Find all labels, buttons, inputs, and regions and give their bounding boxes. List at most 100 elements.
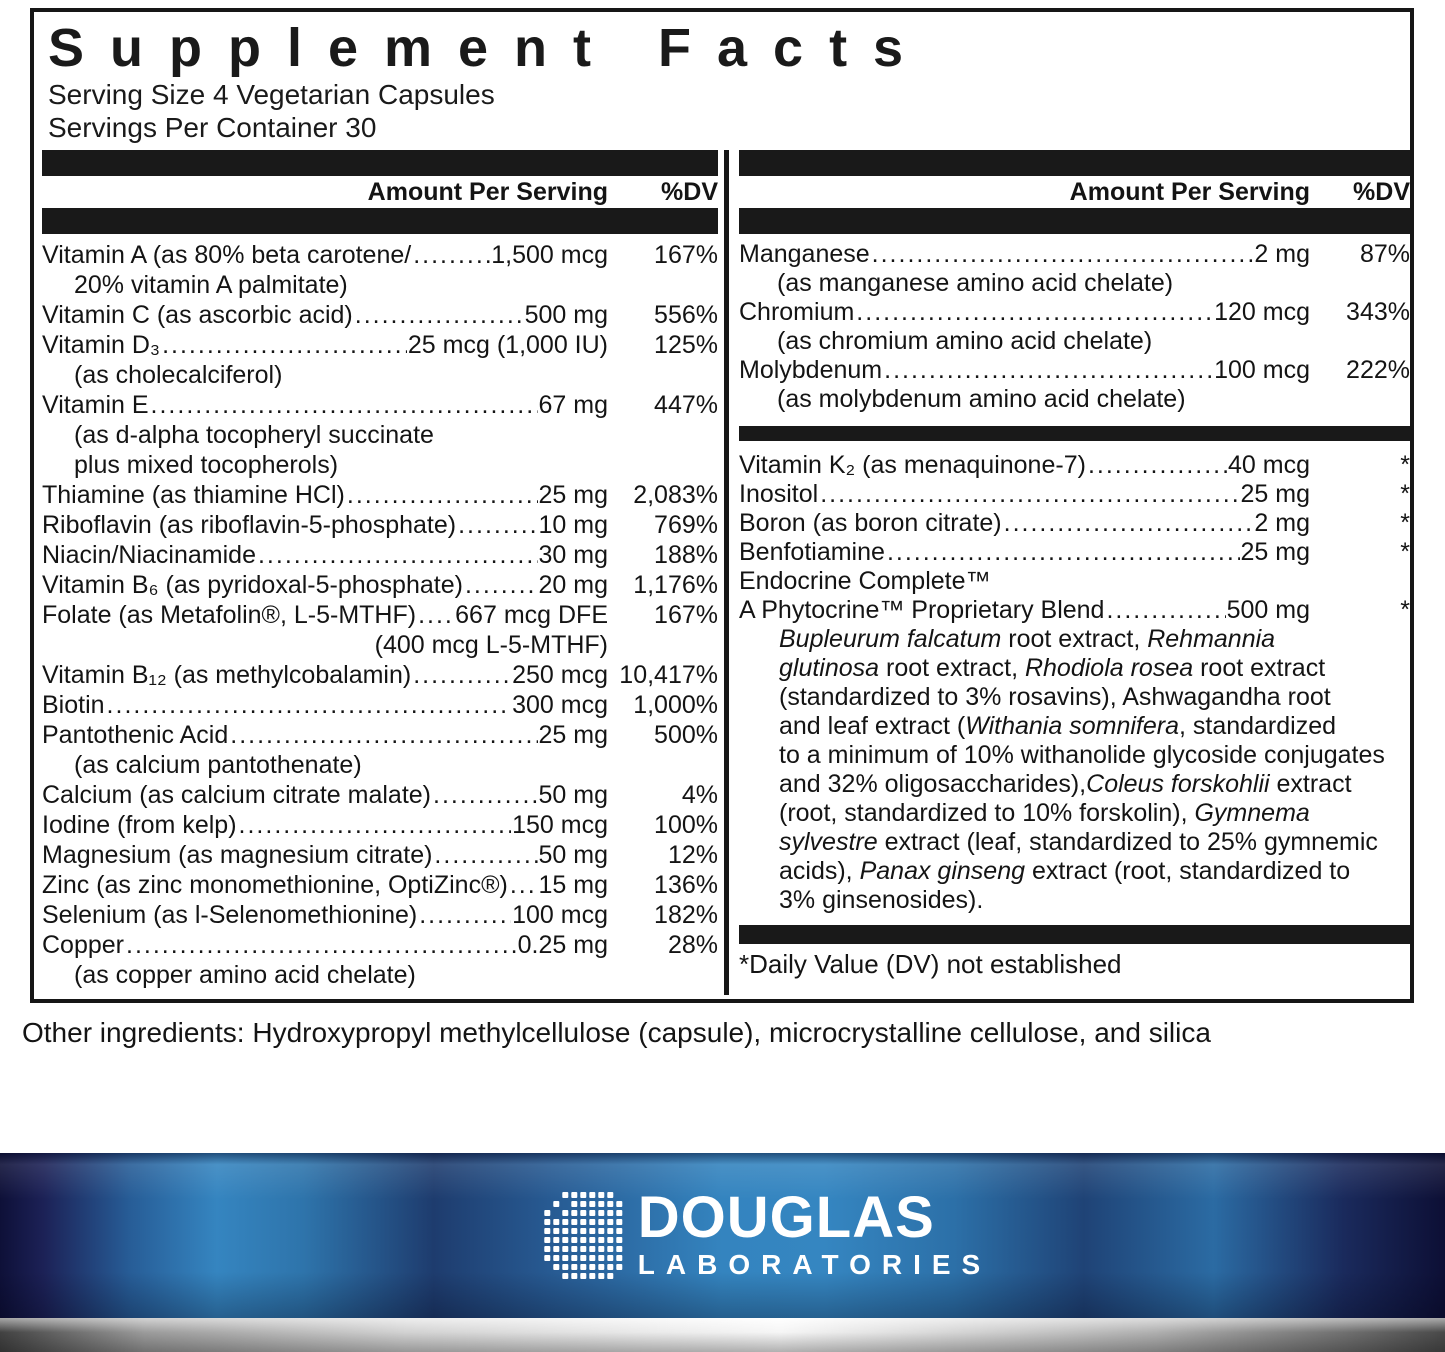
leader-dots: ........................................… (150, 391, 538, 419)
nutrient-dv: 12% (667, 841, 718, 869)
nutrient-amount: 100 mcg (512, 901, 608, 929)
botanical-name: glutinosa (779, 654, 880, 682)
brand-subtitle: LABORATORIES (637, 1248, 992, 1280)
nutrient-amount: 120 mcg (1214, 298, 1310, 326)
halftone-dot (588, 1228, 595, 1234)
halftone-dot (597, 1273, 604, 1279)
leader-dots: ........................................… (413, 241, 490, 269)
halftone-dot (579, 1237, 586, 1243)
halftone-dot (616, 1192, 622, 1198)
nutrient-subline: (as chromium amino acid chelate) (777, 327, 1153, 355)
nutrient-name: Endocrine Complete™ (739, 567, 991, 595)
nutrient-dv: 167% (654, 241, 718, 269)
nutrient-name: Selenium (as l-Selenomethionine) (42, 901, 418, 929)
nutrient-name: Vitamin E (42, 391, 149, 419)
nutrient-amount: 500 mg (1226, 596, 1310, 624)
left-column-header: Amount Per Serving %DV (42, 178, 718, 206)
amount-per-serving-header: Amount Per Serving (1069, 178, 1310, 206)
nutrient-amount: 67 mg (538, 391, 608, 419)
nutrient-row: Magnesium (as magnesium citrate)........… (42, 840, 718, 870)
right-column: Amount Per Serving %DV Manganese........… (739, 150, 1410, 979)
halftone-dot (561, 1273, 568, 1279)
nutrient-row: Molybdenum..............................… (739, 356, 1410, 385)
halftone-dot (615, 1210, 622, 1216)
halftone-dot (588, 1246, 595, 1252)
nutrient-dv: 28% (667, 931, 718, 959)
nutrient-amount: 25 mcg (1,000 IU) (407, 331, 608, 359)
nutrient-name: Calcium (as calcium citrate malate) (42, 781, 431, 809)
botanical-name: Panax ginseng (859, 857, 1025, 885)
halftone-dot (561, 1264, 568, 1270)
halftone-dot (561, 1246, 568, 1252)
halftone-dot (597, 1228, 604, 1234)
nutrient-name: Biotin (42, 691, 105, 719)
nutrient-subline: (as manganese amino acid chelate) (777, 269, 1174, 297)
brand-name: DOUGLAS (637, 1184, 935, 1250)
metallic-strip (0, 1318, 1445, 1352)
nutrient-name: Chromium (739, 298, 855, 326)
blend-text: , standardized (1178, 712, 1337, 740)
nutrient-row: Vitamin A (as 80% beta carotene/........… (42, 240, 718, 270)
leader-dots: ........................................… (413, 661, 512, 689)
halftone-dot (597, 1219, 604, 1225)
botanical-name: Coleus forskohlii (1086, 770, 1270, 798)
nutrient-name: Molybdenum (739, 356, 883, 384)
leader-dots: ........................................… (106, 691, 512, 719)
halftone-dot (570, 1201, 577, 1207)
leader-dots: ........................................… (509, 871, 538, 899)
nutrient-name: Pantothenic Acid (42, 721, 229, 749)
nutrient-amount: 30 mg (538, 541, 608, 569)
nutrient-dv: * (1400, 509, 1410, 537)
halftone-dot (606, 1228, 613, 1234)
nutrient-row: Selenium (as l-Selenomethionine)........… (42, 900, 718, 930)
header-bar-bottom-right (739, 208, 1410, 234)
nutrient-row: Vitamin D₃..............................… (42, 330, 718, 360)
blend-line: and 32% oligosaccharides),Coleus forskoh… (739, 770, 1410, 799)
halftone-dot (579, 1192, 586, 1198)
halftone-dot (552, 1246, 559, 1252)
column-divider (724, 150, 729, 995)
nutrient-subline: 20% vitamin A palmitate) (74, 271, 348, 299)
blend-text: (root, standardized to 10% forskolin), (779, 799, 1195, 827)
halftone-dot (570, 1237, 577, 1243)
leader-dots: ........................................… (871, 240, 1254, 268)
halftone-dot (552, 1219, 559, 1225)
halftone-dot (561, 1237, 568, 1243)
proprietary-blend-description: Bupleurum falcatum root extract, Rehmann… (739, 625, 1410, 915)
dv-header: %DV (661, 178, 718, 206)
nutrient-row: Vitamin C (as ascorbic acid)............… (42, 300, 718, 330)
nutrient-dv: 343% (1346, 298, 1410, 326)
nutrient-subline: (as molybdenum amino acid chelate) (777, 385, 1186, 413)
halftone-dot (544, 1192, 550, 1198)
header-bar-bottom-left (42, 208, 718, 234)
douglas-logo: DOUGLAS LABORATORIES (543, 1184, 992, 1282)
leader-dots: ........................................… (820, 480, 1240, 508)
nutrient-row: Zinc (as zinc monomethionine, OptiZinc®)… (42, 870, 718, 900)
halftone-dot (606, 1210, 613, 1216)
other-ingredients: Other ingredients: Hydroxypropyl methylc… (22, 1017, 1211, 1048)
botanical-name: sylvestre (779, 828, 878, 856)
nutrient-name: Folate (as Metafolin®, L-5-MTHF) (42, 601, 417, 629)
nutrient-amount: 1,500 mcg (491, 241, 608, 269)
halftone-dot (615, 1246, 622, 1252)
blend-line: sylvestre extract (leaf, standardized to… (739, 828, 1410, 857)
nutrient-row: Niacin/Niacinamide......................… (42, 540, 718, 570)
halftone-dot (543, 1219, 550, 1225)
nutrient-dv: 136% (654, 871, 718, 899)
nutrient-row: Calcium (as calcium citrate malate).....… (42, 780, 718, 810)
halftone-dot (615, 1264, 622, 1270)
nutrient-dv: 447% (654, 391, 718, 419)
halftone-dot (588, 1219, 595, 1225)
blend-line: glutinosa root extract, Rhodiola rosea r… (739, 654, 1410, 683)
nutrient-amount: 10 mg (538, 511, 608, 539)
halftone-dot (552, 1237, 559, 1243)
nutrient-name: Zinc (as zinc monomethionine, OptiZinc®) (42, 871, 508, 899)
halftone-dot (561, 1228, 568, 1234)
halftone-dot (579, 1219, 586, 1225)
nutrient-dv: * (1400, 480, 1410, 508)
halftone-dot (615, 1237, 622, 1243)
nutrient-name: Manganese (739, 240, 870, 268)
leader-dots: ........................................… (162, 331, 407, 359)
halftone-dot (561, 1192, 568, 1198)
